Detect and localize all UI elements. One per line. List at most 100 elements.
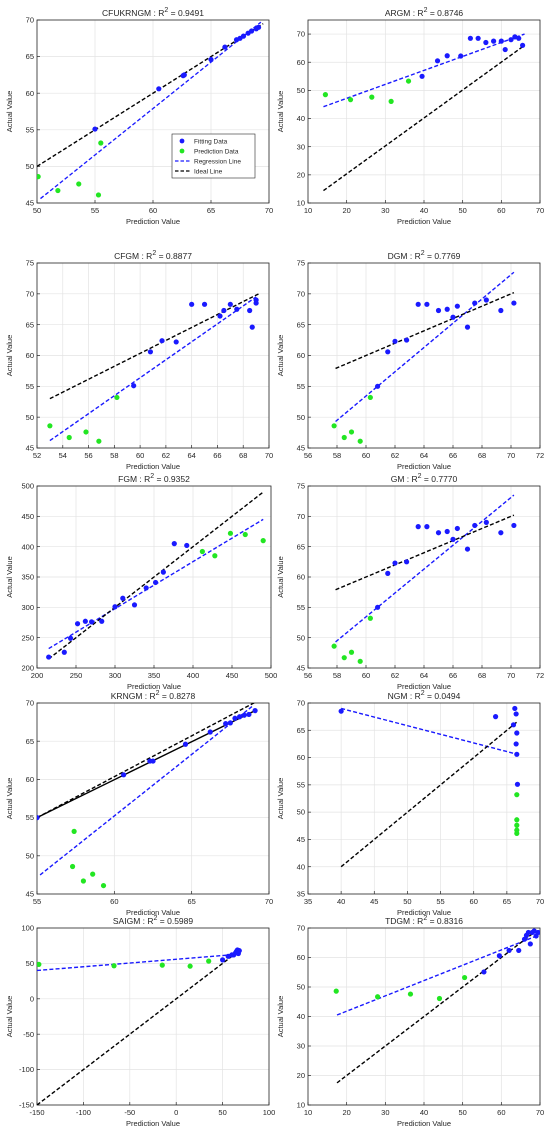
- fitting-data-point: [521, 936, 528, 942]
- y-tick-label: -150: [19, 1101, 34, 1110]
- prediction-data-point: [407, 991, 414, 997]
- fitting-data-point: [221, 307, 227, 314]
- y-tick-label: 50: [297, 86, 305, 95]
- fitting-data-point: [131, 383, 137, 389]
- fitting-data-point: [235, 950, 241, 957]
- ideal-line: [335, 514, 515, 591]
- x-tick-label: 56: [84, 451, 92, 460]
- x-tick-label: 62: [162, 451, 170, 460]
- y-tick-label: 70: [297, 289, 305, 298]
- x-tick-label: 40: [420, 1108, 428, 1117]
- x-tick-label: 300: [109, 671, 122, 680]
- prediction-data-point: [462, 974, 468, 981]
- fitting-data-point: [498, 530, 504, 536]
- y-tick-label: -100: [19, 1065, 34, 1074]
- fitting-data-point: [435, 307, 442, 314]
- y-axis-label: Actual Value: [5, 91, 14, 133]
- x-tick-label: 62: [391, 671, 399, 680]
- x-tick-label: 0: [174, 1108, 178, 1117]
- x-axis-label: Prediction Value: [397, 682, 451, 691]
- x-axis-label: Prediction Value: [126, 217, 180, 226]
- fitting-data-point: [472, 300, 478, 306]
- fitting-data-point: [338, 708, 344, 714]
- fitting-data-point: [514, 730, 520, 736]
- x-axis-label: Prediction Value: [397, 462, 451, 471]
- fitting-data-point: [511, 300, 517, 306]
- fitting-data-point: [234, 306, 240, 312]
- y-tick-label: 20: [297, 1071, 305, 1080]
- prediction-data-point: [71, 828, 77, 834]
- prediction-data-point: [514, 817, 520, 823]
- prediction-data-point: [37, 174, 41, 180]
- x-tick-label: 60: [470, 897, 478, 906]
- y-tick-label: 50: [26, 959, 34, 968]
- fitting-data-point: [160, 569, 166, 575]
- fitting-data-point: [385, 570, 391, 576]
- prediction-data-point: [66, 434, 72, 441]
- fitting-data-point: [419, 73, 425, 79]
- fitting-data-point: [483, 39, 489, 46]
- chart-panel: 10 20 30 40 50 60 70 10 20 30 40 50 60 70 ARGM : R2 = …: [276, 7, 544, 226]
- y-tick-label: 60: [297, 58, 305, 67]
- extra-line: [37, 710, 256, 819]
- y-axis-label: Actual Value: [5, 556, 14, 598]
- prediction-data-point: [331, 643, 337, 649]
- fitting-data-point: [255, 24, 262, 30]
- ideal-line: [37, 23, 264, 167]
- y-tick-label: 60: [297, 953, 305, 962]
- fitting-data-point: [525, 929, 532, 936]
- fitting-data-point: [227, 301, 233, 307]
- y-axis-label: Actual Value: [276, 335, 285, 377]
- prediction-data-point: [76, 181, 82, 187]
- fitting-data-point: [454, 525, 460, 532]
- y-tick-label: 50: [26, 851, 34, 860]
- chart-panel: 56 58 60 62 64 66 68 70 72 45 50 55 60 65 70 75 GM : R2 …: [276, 473, 544, 691]
- y-tick-label: 45: [26, 199, 34, 208]
- x-tick-label: 10: [304, 206, 312, 215]
- y-axis-label: Actual Value: [276, 996, 285, 1038]
- y-tick-label: 70: [26, 16, 34, 25]
- fitting-data-point: [472, 522, 478, 529]
- prediction-data-point: [357, 658, 363, 664]
- y-tick-label: 60: [297, 753, 305, 762]
- ideal-line: [37, 950, 240, 1105]
- prediction-data-point: [187, 963, 193, 969]
- y-tick-label: 30: [297, 142, 305, 151]
- prediction-data-point: [322, 92, 328, 98]
- x-tick-label: 60: [149, 206, 157, 215]
- series-layer: [331, 494, 517, 664]
- fitting-data-point: [450, 314, 456, 320]
- x-tick-label: 40: [337, 897, 345, 906]
- fitting-data-point: [249, 324, 255, 330]
- y-tick-label: 60: [26, 89, 34, 98]
- fitting-data-point: [527, 941, 533, 947]
- x-tick-label: 60: [136, 451, 144, 460]
- fitting-data-point: [464, 546, 471, 552]
- prediction-data-point: [242, 531, 248, 538]
- fitting-data-point: [508, 37, 514, 43]
- series-layer: [37, 21, 264, 200]
- y-tick-label: 50: [297, 983, 305, 992]
- fitting-data-point: [424, 301, 430, 307]
- fitting-data-point: [120, 595, 126, 601]
- prediction-data-point: [341, 434, 347, 441]
- x-tick-label: 58: [333, 671, 341, 680]
- y-tick-label: 75: [297, 259, 305, 268]
- fitting-data-point: [458, 53, 464, 59]
- fitting-data-point: [156, 86, 162, 92]
- x-tick-label: 200: [31, 671, 44, 680]
- y-tick-label: 500: [21, 482, 34, 491]
- x-tick-label: 58: [110, 451, 118, 460]
- x-tick-label: 54: [59, 451, 67, 460]
- chart-panel: 55 60 65 70 45 50 55 60 65 70 KRNGM : R2 = 0.8278 P…: [5, 690, 273, 917]
- x-tick-label: 30: [381, 1108, 389, 1117]
- x-tick-label: 65: [187, 897, 195, 906]
- prediction-data-point: [514, 792, 520, 798]
- y-tick-label: 55: [297, 382, 305, 391]
- y-tick-label: 70: [297, 924, 305, 933]
- fitting-data-point: [247, 307, 253, 314]
- y-tick-label: 400: [21, 542, 34, 551]
- fitting-data-point: [496, 953, 502, 959]
